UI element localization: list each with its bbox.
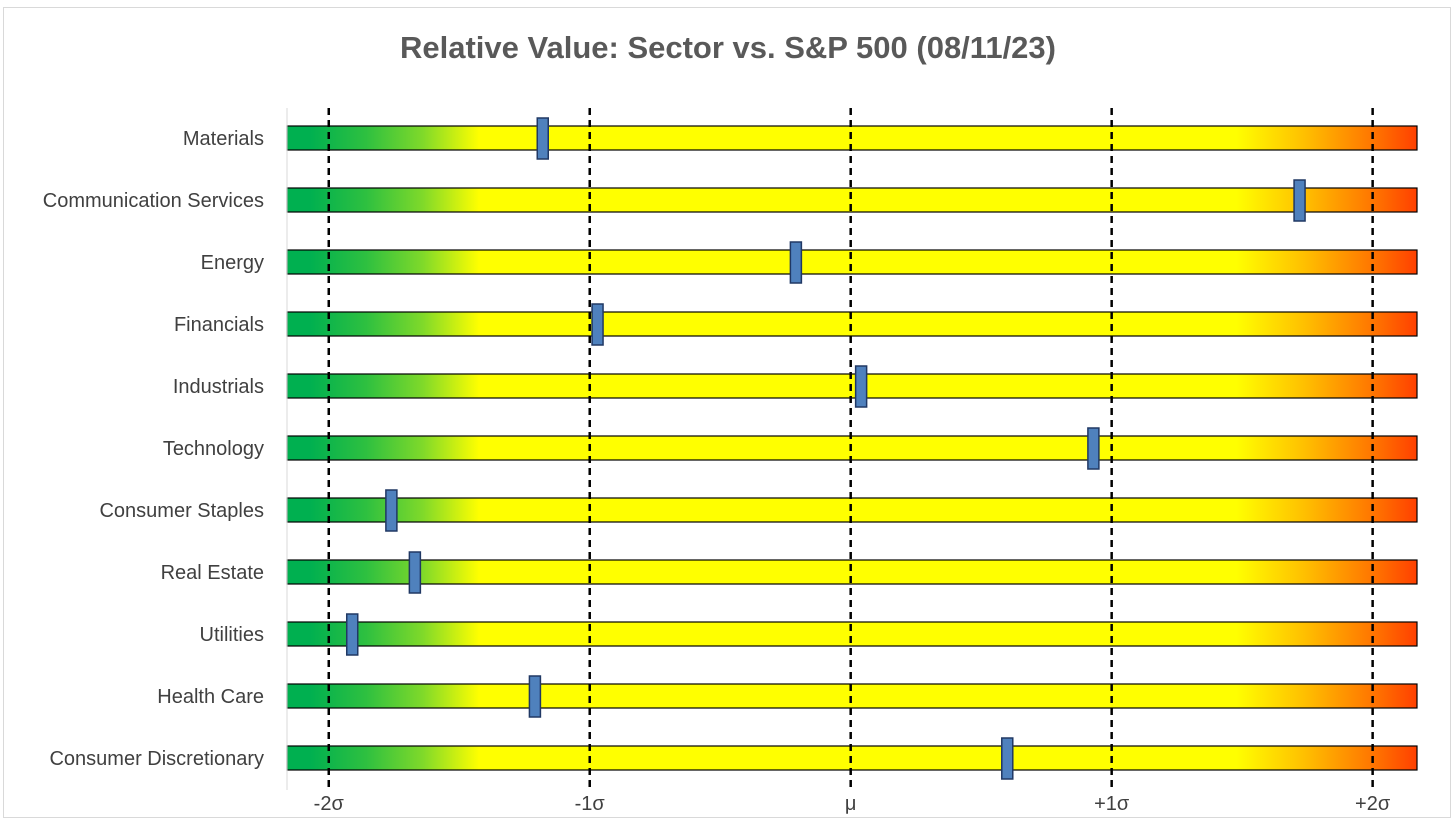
value-marker <box>591 303 604 346</box>
chart-title: Relative Value: Sector vs. S&P 500 (08/1… <box>400 30 1056 65</box>
category-label: Materials <box>183 128 264 150</box>
range-band <box>286 311 1418 337</box>
value-marker <box>385 489 398 532</box>
category-label: Technology <box>163 438 264 460</box>
x-tick-label: μ <box>845 793 857 815</box>
category-label: Utilities <box>200 624 264 646</box>
category-label: Communication Services <box>43 190 264 212</box>
value-marker <box>789 241 803 284</box>
x-tick-label: +1σ <box>1094 793 1130 815</box>
range-band <box>286 125 1418 151</box>
category-label: Energy <box>201 252 264 274</box>
range-band <box>286 559 1418 585</box>
x-tick-label: +2σ <box>1355 793 1391 815</box>
category-label: Real Estate <box>161 562 264 584</box>
category-label: Consumer Staples <box>99 500 264 522</box>
range-band <box>286 745 1418 771</box>
category-label: Health Care <box>157 686 264 708</box>
range-band <box>286 249 1418 275</box>
value-marker <box>1001 737 1014 780</box>
x-tick-label: -1σ <box>575 793 606 815</box>
range-band <box>286 373 1418 399</box>
range-band <box>286 683 1418 709</box>
range-band <box>286 187 1418 213</box>
value-marker <box>345 613 359 656</box>
range-band <box>286 435 1418 461</box>
x-tick-label: -2σ <box>314 793 345 815</box>
value-marker <box>1293 179 1306 222</box>
category-label: Consumer Discretionary <box>49 748 264 770</box>
value-marker <box>854 365 868 408</box>
range-band <box>286 497 1418 523</box>
category-label: Financials <box>174 314 264 336</box>
value-marker <box>536 117 550 160</box>
value-marker <box>408 551 422 594</box>
value-marker <box>528 675 542 718</box>
range-band <box>286 621 1418 647</box>
value-marker <box>1087 427 1100 470</box>
category-label: Industrials <box>173 376 264 398</box>
